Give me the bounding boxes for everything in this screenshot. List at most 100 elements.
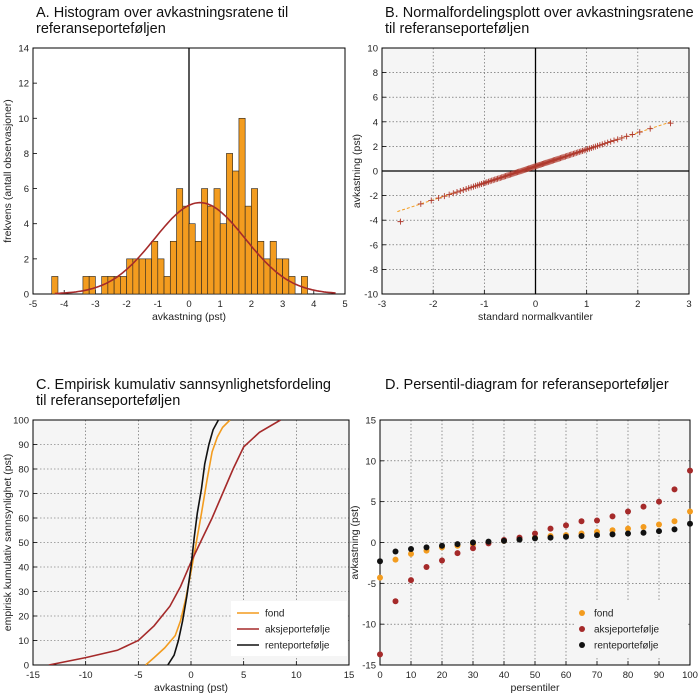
y-tick-label: 0 [24, 290, 29, 301]
data-point-plus [614, 136, 621, 143]
y-tick-label: -6 [370, 240, 378, 251]
y-tick-label: 40 [18, 563, 29, 574]
data-point-plus [441, 193, 448, 200]
x-tick-label: 2 [635, 299, 640, 310]
chart-title-line: C. Empirisk kumulativ sannsynlighetsford… [36, 377, 331, 393]
legend-swatch [579, 642, 585, 648]
percentile-point-aksjeportefølje [439, 557, 445, 564]
data-point-plus [494, 175, 501, 182]
percentile-point-aksjeportefølje [392, 598, 399, 605]
legend-label: renteportefølje [594, 641, 659, 652]
y-tick-label: 0 [373, 167, 378, 178]
percentile-point-fond [392, 556, 399, 563]
x-tick-label: 70 [592, 670, 603, 681]
histogram-bar [169, 240, 177, 295]
x-tick-label: 60 [561, 670, 572, 681]
data-point-plus [435, 195, 442, 202]
data-point-plus [460, 186, 467, 193]
data-point-plus [569, 151, 576, 158]
data-point-plus [570, 150, 577, 157]
percentile-point-renteportefølje [532, 535, 538, 542]
x-tick-label: -4 [60, 299, 68, 310]
x-tick-label: -2 [122, 299, 130, 310]
percentile-point-fond [408, 550, 414, 557]
y-axis-label: avkastning (pst) [351, 134, 363, 208]
x-tick-label: 10 [406, 670, 417, 681]
legend-label: fond [265, 609, 284, 620]
y-tick-label: -2 [370, 191, 378, 202]
x-tick-label: 5 [342, 299, 347, 310]
data-point-plus [601, 140, 608, 147]
histogram-bar [257, 240, 265, 295]
data-point-plus [446, 191, 453, 198]
data-point-plus [450, 190, 457, 197]
chart-title-line: D. Persentil-diagram for referanseportef… [385, 377, 669, 393]
x-tick-label: 5 [241, 670, 246, 681]
percentile-point-aksjeportefølje [640, 503, 647, 510]
chart-title-line: referanseporteføljen [36, 21, 166, 37]
x-tick-label: 4 [311, 299, 316, 310]
y-tick-label: 0 [24, 661, 29, 672]
legend: fond aksjeportefølje renteportefølje [231, 601, 347, 656]
percentile-point-renteportefølje [501, 537, 507, 544]
percentile-point-aksjeportefølje [671, 486, 678, 493]
y-tick-label: -4 [370, 216, 378, 227]
histogram-bar [182, 205, 190, 295]
y-tick-label: -8 [370, 265, 378, 276]
percentile-point-aksjeportefølje [563, 522, 569, 529]
data-point-plus [574, 149, 581, 156]
histogram-bar [157, 258, 165, 295]
data-point-plus [618, 134, 625, 141]
percentile-point-renteportefølje [625, 530, 631, 537]
y-axis-label: frekvens (antall observasjoner) [2, 99, 14, 243]
percentile-point-aksjeportefølje [578, 518, 585, 525]
y-tick-label: 10 [365, 456, 376, 467]
percentile-point-renteportefølje [470, 539, 476, 546]
histogram-bar [194, 240, 202, 295]
data-point-plus [647, 125, 654, 132]
percentile-point-renteportefølje [392, 548, 399, 555]
data-point-plus [611, 137, 618, 144]
histogram-bar [51, 276, 59, 295]
x-tick-label: 0 [188, 670, 193, 681]
y-tick-label: 10 [18, 636, 29, 647]
data-point-plus [629, 131, 636, 138]
y-tick-label: -10 [362, 620, 376, 631]
histogram-bar [219, 223, 227, 295]
data-point-plus [488, 177, 495, 184]
percentile-point-renteportefølje [439, 542, 445, 549]
y-tick-label: 0 [371, 538, 376, 549]
histogram-bar [163, 276, 171, 295]
y-tick-label: 4 [24, 219, 29, 230]
histogram-bar [188, 223, 196, 295]
data-point-plus [493, 176, 500, 183]
histogram-bar [238, 117, 246, 295]
data-point-plus [463, 186, 470, 193]
percentile-point-renteportefølje [609, 531, 616, 538]
y-tick-label: 14 [18, 44, 29, 55]
histogram-bar [132, 258, 140, 295]
percentile-point-renteportefølje [454, 541, 461, 548]
chart-title-line: B. Normalfordelingsplott over avkastning… [385, 5, 694, 21]
x-tick-label: 40 [499, 670, 510, 681]
x-tick-label: 0 [377, 670, 382, 681]
x-tick-label: 50 [530, 670, 541, 681]
data-point-plus [428, 197, 435, 204]
data-point-plus [623, 133, 630, 140]
y-tick-label: 80 [18, 465, 29, 476]
ecdf-line-renteportefølje [167, 420, 220, 665]
percentile-point-fond [656, 521, 662, 528]
histogram-bar [288, 276, 296, 295]
histogram-bar [244, 205, 252, 295]
y-tick-label: 5 [371, 497, 376, 508]
percentile-point-aksjeportefølje [609, 513, 616, 520]
y-tick-label: 20 [18, 612, 29, 623]
y-tick-label: 50 [18, 538, 29, 549]
percentile-point-aksjeportefølje [656, 498, 662, 505]
data-point-plus [571, 150, 578, 157]
data-point-plus [667, 120, 674, 127]
percentile-point-aksjeportefølje [408, 577, 414, 584]
legend-label: aksjeportefølje [265, 625, 330, 636]
